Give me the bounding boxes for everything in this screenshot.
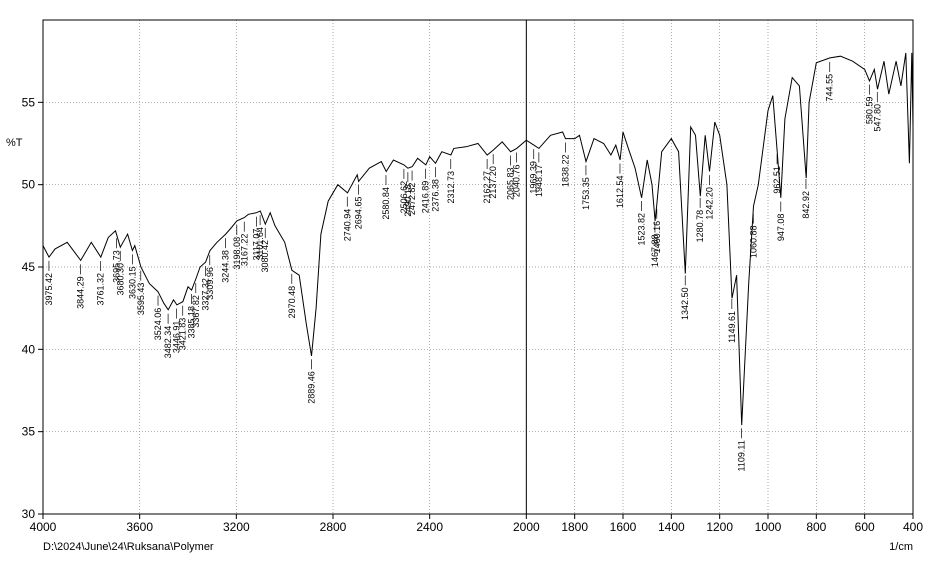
x-tick-label: 400 <box>903 520 923 534</box>
peak-label: 1753.35 <box>581 177 591 210</box>
x-tick-label: 1400 <box>658 520 685 534</box>
peak-label: 2416.89 <box>421 181 431 214</box>
x-tick-label: 3600 <box>126 520 153 534</box>
peak-label: 3080.42 <box>260 240 270 273</box>
peak-label: 3367.82 <box>191 295 201 328</box>
peak-label: 3680.30 <box>115 263 125 296</box>
peak-label: 947.08 <box>776 214 786 242</box>
peak-label: 3761.32 <box>96 273 106 306</box>
peak-label: 1060.88 <box>748 225 758 258</box>
x-tick-label: 1600 <box>610 520 637 534</box>
peak-label: 3482.34 <box>163 326 173 359</box>
peak-label: 1838.22 <box>560 154 570 187</box>
x-tick-label: 2400 <box>416 520 443 534</box>
peak-label: 3595.43 <box>136 283 146 316</box>
peak-label: 1460.16 <box>652 221 662 254</box>
peak-label: 3630.15 <box>127 266 137 299</box>
peak-label: 1523.82 <box>636 213 646 246</box>
peak-label: 2162.27 <box>482 171 492 204</box>
x-tick-label: 600 <box>855 520 875 534</box>
peak-label: 3421.83 <box>178 318 188 351</box>
peak-label: 1242.20 <box>704 187 714 220</box>
peak-label: 2490.18 <box>403 184 413 217</box>
peak-label: 1149.61 <box>727 311 737 343</box>
peak-label: 3167.22 <box>239 234 249 267</box>
y-tick-label: 35 <box>22 425 36 439</box>
peak-label: 842.92 <box>801 191 811 219</box>
plot-frame <box>42 19 914 515</box>
peak-label: 3244.38 <box>221 250 231 283</box>
peak-label: 3446.91 <box>172 321 182 354</box>
footer: D:\2024\June\24\Ruksana\Polymer <box>43 541 214 553</box>
peak-label: 1109.11 <box>737 440 747 471</box>
x-tick-label: 1200 <box>706 520 733 534</box>
peak-label: 547.80 <box>872 104 882 132</box>
peak-label: 3524.06 <box>153 308 163 341</box>
peak-label: 2040.76 <box>511 165 521 198</box>
peak-label: 3198.08 <box>232 237 242 270</box>
peak-label: 1467.88 <box>650 234 660 267</box>
peak-label: 2506.62 <box>399 181 409 214</box>
peak-label: 1342.50 <box>680 287 690 320</box>
y-tick-label: 50 <box>22 178 36 192</box>
y-tick-label: 30 <box>22 507 36 521</box>
y-tick-label: 40 <box>22 342 36 356</box>
x-tick-label: 1800 <box>561 520 588 534</box>
peak-label: 3327.32 <box>201 278 211 311</box>
peak-label: 1612.54 <box>615 176 625 209</box>
x-tick-label: 2000 <box>513 520 540 534</box>
peak-label: 3975.42 <box>44 273 54 306</box>
x-tick-label: 4000 <box>30 520 57 534</box>
peak-label: 580.59 <box>864 97 874 125</box>
x-tick-label: 1000 <box>755 520 782 534</box>
peak-label: 3309.96 <box>205 267 215 300</box>
peak-label: 2065.83 <box>505 167 515 200</box>
peak-label: 2694.65 <box>353 197 363 230</box>
x-tick-label: 3200 <box>223 520 250 534</box>
peak-label: 2137.20 <box>488 166 498 199</box>
peak-label: 3695.73 <box>112 250 122 283</box>
x-tick-label: 800 <box>806 520 826 534</box>
peak-label: 2740.94 <box>342 209 352 242</box>
peak-label: 3117.07 <box>251 229 261 261</box>
spectrum-line <box>42 52 914 426</box>
peak-label: 3844.29 <box>76 276 86 309</box>
peak-label: 2472.82 <box>407 183 417 216</box>
peak-label: 2970.48 <box>287 286 297 319</box>
y-tick-label: 45 <box>22 260 36 274</box>
peak-label: 3385.18 <box>187 306 197 339</box>
peak-label: 1948.17 <box>534 164 544 197</box>
peak-label: 1969.39 <box>529 161 539 194</box>
peak-label: 2312.73 <box>446 171 456 204</box>
peak-label: 744.55 <box>825 74 835 102</box>
x-axis-label: 1/cm <box>889 541 913 553</box>
peak-label: 2889.46 <box>306 371 316 404</box>
peak-label: 1280.78 <box>695 210 705 243</box>
y-axis-label: %T <box>6 137 23 149</box>
x-tick-label: 2800 <box>320 520 347 534</box>
peak-label: 962.51 <box>772 166 782 194</box>
peak-label: 2376.38 <box>430 179 440 212</box>
peak-label: 3101.64 <box>255 227 265 260</box>
y-tick-label: 55 <box>22 95 36 109</box>
peak-label: 2580.84 <box>381 187 391 220</box>
